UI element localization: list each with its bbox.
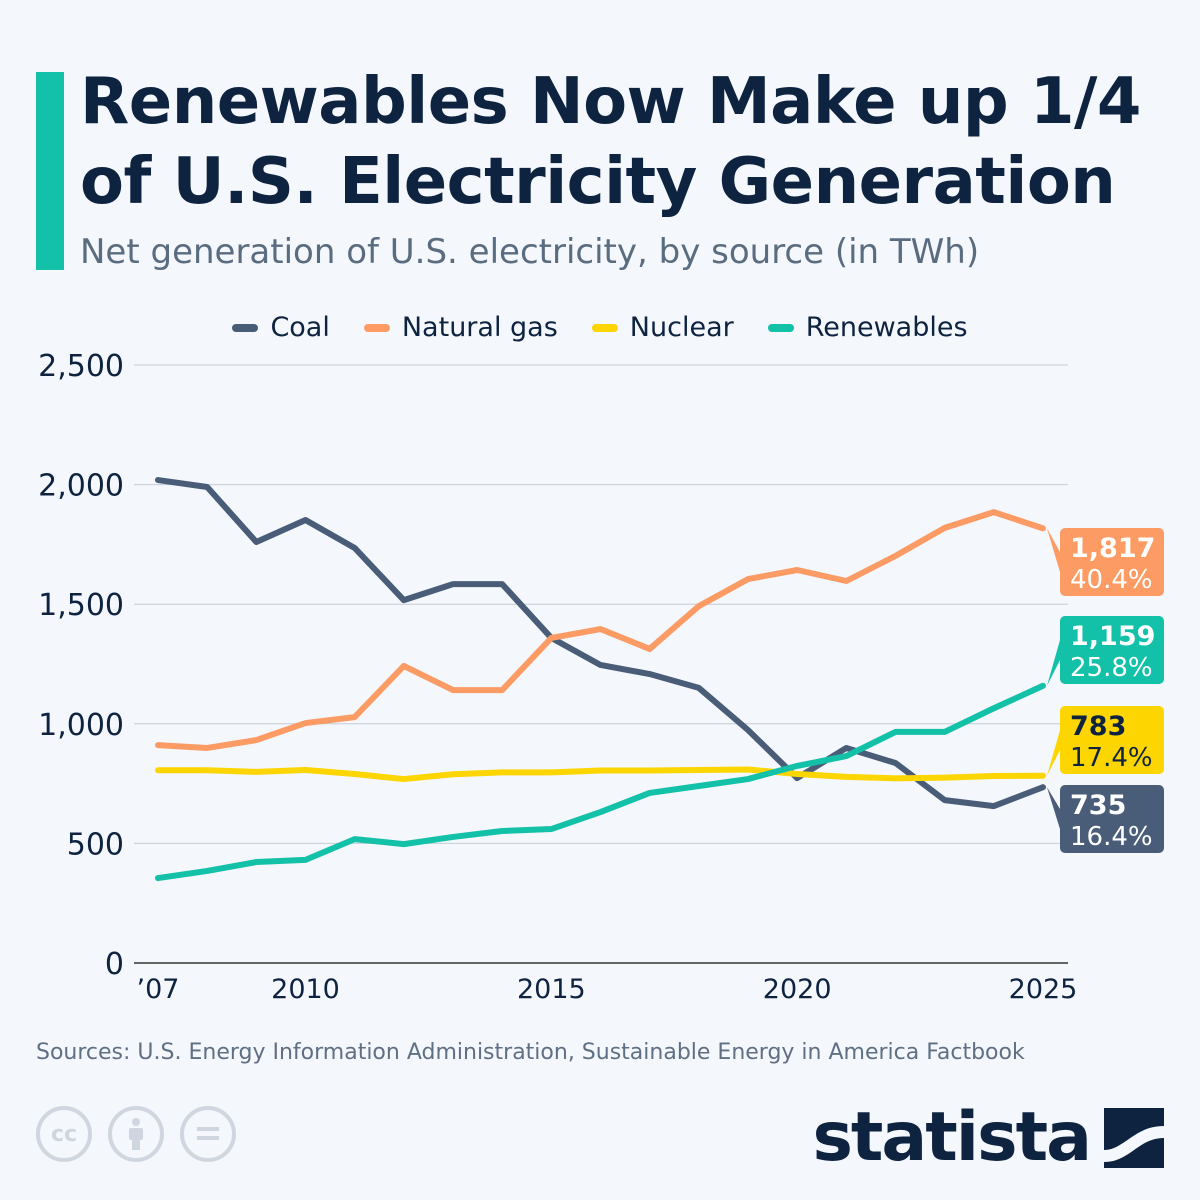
legend-swatch <box>591 323 618 332</box>
legend-swatch <box>767 323 794 332</box>
statista-logo: statista <box>812 1098 1164 1177</box>
legend-item-nuclear: Nuclear <box>591 312 734 343</box>
label-box <box>1060 706 1164 774</box>
legend-label: Coal <box>270 312 330 343</box>
x-tick-label: ’07 <box>137 974 180 1005</box>
legend: Coal Natural gas Nuclear Renewables <box>0 312 1200 343</box>
series-line-coal <box>155 477 1046 810</box>
x-tick-label: 2025 <box>1009 974 1078 1005</box>
x-tick-label: 2010 <box>271 974 340 1005</box>
label-pointer <box>1047 640 1060 686</box>
y-tick-label: 2,000 <box>38 469 124 504</box>
legend-swatch <box>232 323 259 332</box>
legend-label: Natural gas <box>401 312 558 343</box>
logo-text: statista <box>812 1098 1092 1177</box>
title-accent-bar <box>36 72 64 270</box>
end-value: 735 <box>1070 790 1126 821</box>
y-tick-label: 1,500 <box>38 588 124 623</box>
end-share: 16.4% <box>1070 822 1153 852</box>
y-tick-label: 2,500 <box>38 349 124 384</box>
legend-item-renewables: Renewables <box>767 312 968 343</box>
cc-icon: cc <box>36 1106 92 1162</box>
x-tick-label: 2015 <box>517 974 586 1005</box>
source-note: Sources: U.S. Energy Information Adminis… <box>36 1040 1025 1065</box>
chart-subtitle: Net generation of U.S. electricity, by s… <box>80 232 980 272</box>
label-box <box>1060 616 1164 684</box>
legend-label: Renewables <box>805 312 968 343</box>
end-value: 1,817 <box>1070 533 1155 564</box>
attribution-icon <box>108 1106 164 1162</box>
legend-item-coal: Coal <box>232 312 330 343</box>
end-value: 1,159 <box>1070 621 1155 652</box>
series-line-natural-gas <box>155 509 1046 751</box>
label-pointer <box>1047 787 1060 829</box>
end-share: 17.4% <box>1070 743 1153 773</box>
legend-item-natural-gas: Natural gas <box>363 312 558 343</box>
end-share: 25.8% <box>1070 653 1153 683</box>
label-pointer <box>1047 730 1060 776</box>
end-value: 783 <box>1070 711 1126 742</box>
label-box <box>1060 528 1164 596</box>
y-tick-label: 1,000 <box>38 708 124 743</box>
label-box <box>1060 785 1164 853</box>
series-line-renewables <box>155 682 1046 882</box>
no-derivatives-icon <box>180 1106 236 1162</box>
x-tick-label: 2020 <box>763 974 832 1005</box>
legend-label: Nuclear <box>629 312 734 343</box>
label-pointer <box>1047 528 1060 572</box>
chart-title: Renewables Now Make up 1/4 of U.S. Elect… <box>80 65 1141 219</box>
y-tick-label: 0 <box>105 947 124 982</box>
y-tick-label: 500 <box>67 827 124 862</box>
series-line-nuclear <box>155 766 1046 783</box>
legend-swatch <box>363 323 390 332</box>
end-share: 40.4% <box>1070 565 1153 595</box>
statista-logo-mark-icon <box>1104 1107 1164 1168</box>
